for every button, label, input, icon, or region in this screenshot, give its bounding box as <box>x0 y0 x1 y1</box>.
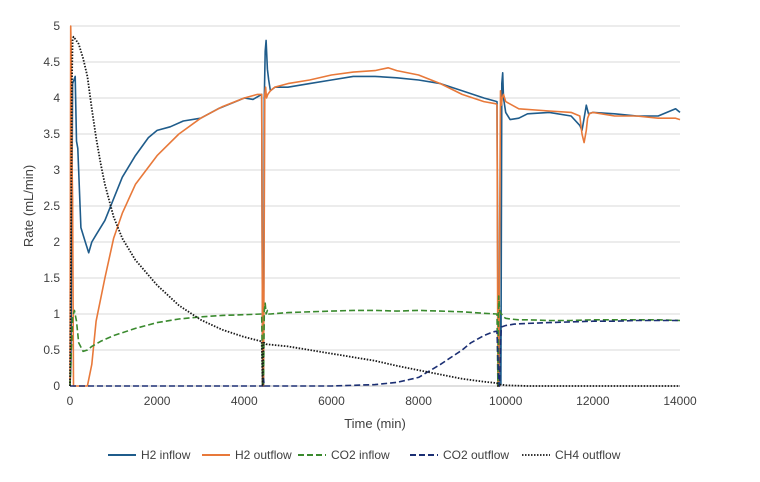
x-tick-label: 8000 <box>405 394 432 408</box>
x-tick-label: 0 <box>67 394 74 408</box>
x-axis-title: Time (min) <box>344 416 406 431</box>
legend: H2 inflow H2 outflow CO2 inflow CO2 outflow… <box>108 448 621 462</box>
legend-label-co2-outflow: CO2 outflow <box>443 448 509 462</box>
y-tick-label: 5 <box>53 19 60 33</box>
y-tick-label: 1 <box>53 307 60 321</box>
y-tick-label: 1.5 <box>43 271 60 285</box>
y-tick-label: 4 <box>53 91 60 105</box>
y-tick-label: 0.5 <box>43 343 60 357</box>
y-tick-label: 3 <box>53 163 60 177</box>
y-tick-label: 4.5 <box>43 55 60 69</box>
series-line-co2-inflow <box>69 295 681 387</box>
series-line-ch4-outflow <box>69 35 680 387</box>
legend-label-h2-inflow: H2 inflow <box>141 448 191 462</box>
y-axis-title: Rate (mL/min) <box>21 165 36 247</box>
series-lines <box>69 25 681 387</box>
gridlines <box>70 25 680 351</box>
series-line-h2-inflow <box>69 39 681 387</box>
x-tick-label: 4000 <box>231 394 258 408</box>
y-tick-label: 2 <box>53 235 60 249</box>
y-tick-label: 0 <box>53 379 60 393</box>
series-line-h2-outflow <box>69 25 681 387</box>
legend-label-h2-outflow: H2 outflow <box>235 448 292 462</box>
x-tick-label: 12000 <box>576 394 610 408</box>
x-tick-label: 2000 <box>144 394 171 408</box>
legend-label-ch4-outflow: CH4 outflow <box>555 448 621 462</box>
series-line-co2-outflow <box>70 319 680 387</box>
x-tick-label: 6000 <box>318 394 345 408</box>
y-tick-label: 3.5 <box>43 127 60 141</box>
legend-label-co2-inflow: CO2 inflow <box>331 448 390 462</box>
x-tick-label: 14000 <box>663 394 697 408</box>
tick-labels: 0 0.5 1 1.5 2 2.5 3 3.5 4 4.5 5 0 2000 4000 6000 8000 10… <box>43 19 697 408</box>
x-tick-label: 10000 <box>489 394 523 408</box>
y-tick-label: 2.5 <box>43 199 60 213</box>
